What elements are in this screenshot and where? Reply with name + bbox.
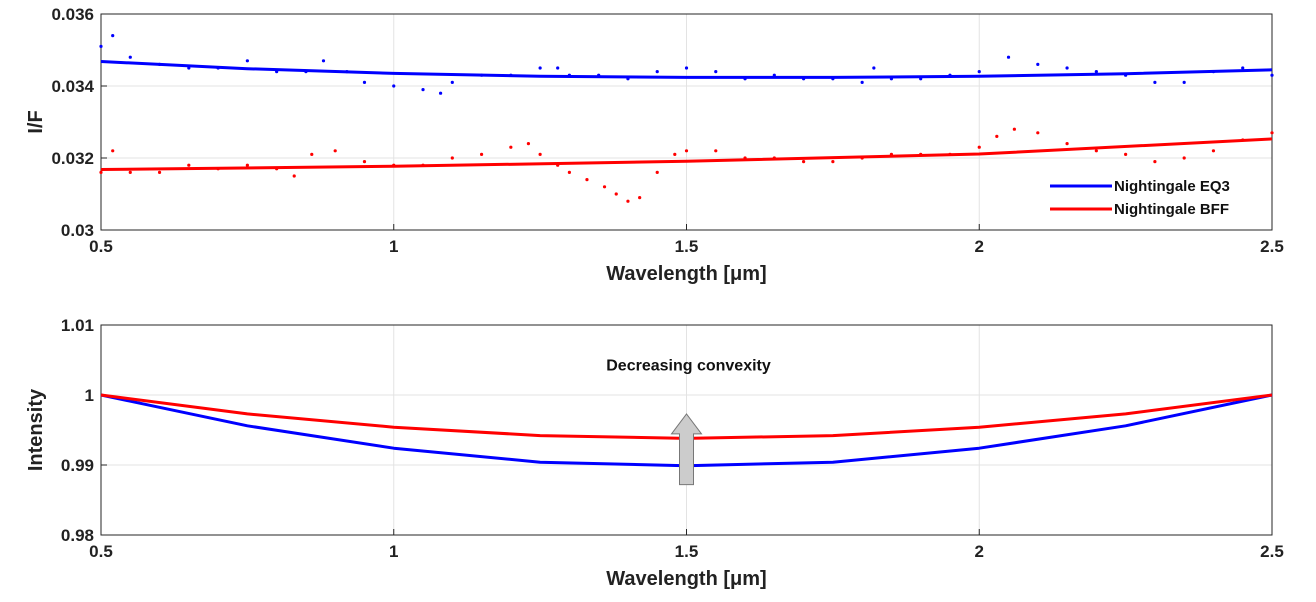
scatter-point bbox=[292, 174, 296, 178]
scatter-point bbox=[321, 59, 326, 63]
scatter-point bbox=[450, 156, 454, 160]
scatter-point bbox=[1065, 142, 1069, 146]
scatter-point bbox=[99, 170, 103, 174]
fit-line bbox=[100, 60, 1273, 79]
scatter-point bbox=[684, 66, 689, 70]
scatter-point bbox=[626, 199, 630, 203]
scatter-point bbox=[362, 160, 367, 164]
y-axis-label: Intensity bbox=[25, 388, 47, 471]
scatter-point bbox=[567, 170, 572, 174]
scatter-point bbox=[245, 59, 249, 63]
axes-frame bbox=[100, 13, 1273, 231]
scatter-point bbox=[1241, 66, 1245, 70]
scatter-point bbox=[714, 149, 718, 153]
y-axis-label: I/F bbox=[25, 110, 47, 133]
scatter-point bbox=[1153, 160, 1157, 164]
annotation-text: Decreasing convexity bbox=[606, 358, 771, 375]
y-tick-label: 1.01 bbox=[61, 316, 94, 335]
x-tick-label: 0.5 bbox=[89, 237, 113, 256]
scatter-point bbox=[245, 163, 249, 167]
scatter-point bbox=[1094, 149, 1098, 153]
scatter-point bbox=[1036, 62, 1040, 66]
axes-frame bbox=[100, 324, 1273, 536]
scatter-point bbox=[1006, 55, 1011, 59]
scatter-point bbox=[638, 196, 642, 200]
x-tick-label: 1.5 bbox=[675, 237, 699, 256]
scatter-point bbox=[509, 145, 513, 149]
scatter-point bbox=[526, 142, 531, 146]
scatter-point bbox=[111, 34, 115, 38]
scatter-point bbox=[1153, 80, 1157, 84]
scatter-point bbox=[655, 170, 659, 174]
scatter-point bbox=[99, 44, 103, 49]
x-axis-label: Wavelength [μm] bbox=[606, 568, 766, 590]
scatter-point bbox=[1270, 131, 1274, 135]
scatter-point bbox=[421, 88, 425, 92]
scatter-point bbox=[392, 84, 396, 88]
scatter-point bbox=[1012, 127, 1016, 131]
y-tick-label: 1 bbox=[85, 386, 94, 405]
scatter-point bbox=[310, 152, 314, 156]
x-axis-label: Wavelength [μm] bbox=[606, 263, 766, 285]
scatter-point bbox=[538, 152, 542, 156]
legend-box bbox=[1042, 173, 1272, 223]
scatter-point bbox=[111, 149, 115, 153]
y-tick-label: 0.036 bbox=[51, 5, 94, 24]
scatter-point bbox=[1036, 131, 1040, 135]
scatter-point bbox=[479, 152, 484, 156]
scatter-point bbox=[157, 170, 162, 174]
x-tick-label: 2 bbox=[975, 542, 984, 561]
scatter-point bbox=[450, 80, 454, 84]
legend-label: Nightingale EQ3 bbox=[1114, 178, 1230, 195]
scatter-point bbox=[585, 178, 589, 182]
scatter-point bbox=[977, 145, 981, 149]
up-arrow-icon bbox=[670, 413, 703, 486]
scatter-point bbox=[1182, 156, 1186, 160]
scatter-point bbox=[362, 80, 367, 84]
x-tick-label: 2.5 bbox=[1260, 237, 1284, 256]
x-tick-label: 2.5 bbox=[1260, 542, 1284, 561]
y-tick-label: 0.032 bbox=[51, 149, 94, 168]
legend: Nightingale EQ3 Nightingale BFF bbox=[1042, 173, 1272, 223]
x-tick-label: 0.5 bbox=[89, 542, 113, 561]
legend-label: Nightingale BFF bbox=[1114, 201, 1229, 218]
scatter-point bbox=[1124, 152, 1128, 156]
scatter-point bbox=[802, 160, 806, 164]
y-tick-label: 0.03 bbox=[61, 221, 94, 240]
scatter-point bbox=[684, 149, 689, 153]
scatter-point bbox=[438, 91, 443, 95]
scatter-point bbox=[128, 55, 132, 59]
top-panel-if-spectrum: 0.5 1 1.5 2 2.5 0.03 0.032 0.034 0.036 Wavelength… bbox=[25, 5, 1284, 285]
scatter-point bbox=[872, 66, 876, 70]
scatter-point bbox=[1270, 73, 1274, 77]
scatter-point bbox=[655, 70, 659, 74]
x-tick-label: 2 bbox=[975, 237, 984, 256]
scatter-point bbox=[673, 152, 677, 156]
scatter-point bbox=[831, 160, 835, 164]
scatter-point bbox=[128, 170, 132, 174]
scatter-point bbox=[860, 80, 864, 84]
scatter-point bbox=[556, 66, 560, 70]
scatter-point bbox=[1182, 80, 1186, 84]
scatter-point bbox=[977, 70, 981, 74]
x-tick-label: 1 bbox=[389, 542, 398, 561]
scatter-point bbox=[614, 192, 618, 196]
scatter-point bbox=[995, 134, 999, 138]
y-tick-label: 0.99 bbox=[61, 456, 94, 475]
scatter-point bbox=[1094, 70, 1098, 74]
y-tick-label: 0.98 bbox=[61, 526, 94, 545]
scatter-point bbox=[538, 66, 542, 70]
bottom-panel-intensity: 0.5 1 1.5 2 2.5 0.98 0.99 1 1.01 Wavelength [μm] I… bbox=[25, 316, 1284, 590]
scatter-point bbox=[1211, 149, 1216, 153]
scatter-point bbox=[333, 149, 337, 153]
fit-line bbox=[100, 137, 1273, 172]
x-tick-label: 1.5 bbox=[675, 542, 699, 561]
x-tick-label: 1 bbox=[389, 237, 398, 256]
scatter-point bbox=[602, 185, 607, 189]
scatter-point bbox=[1065, 66, 1069, 70]
scatter-point bbox=[187, 163, 191, 167]
y-tick-label: 0.034 bbox=[51, 77, 94, 96]
scatter-point bbox=[714, 70, 718, 74]
